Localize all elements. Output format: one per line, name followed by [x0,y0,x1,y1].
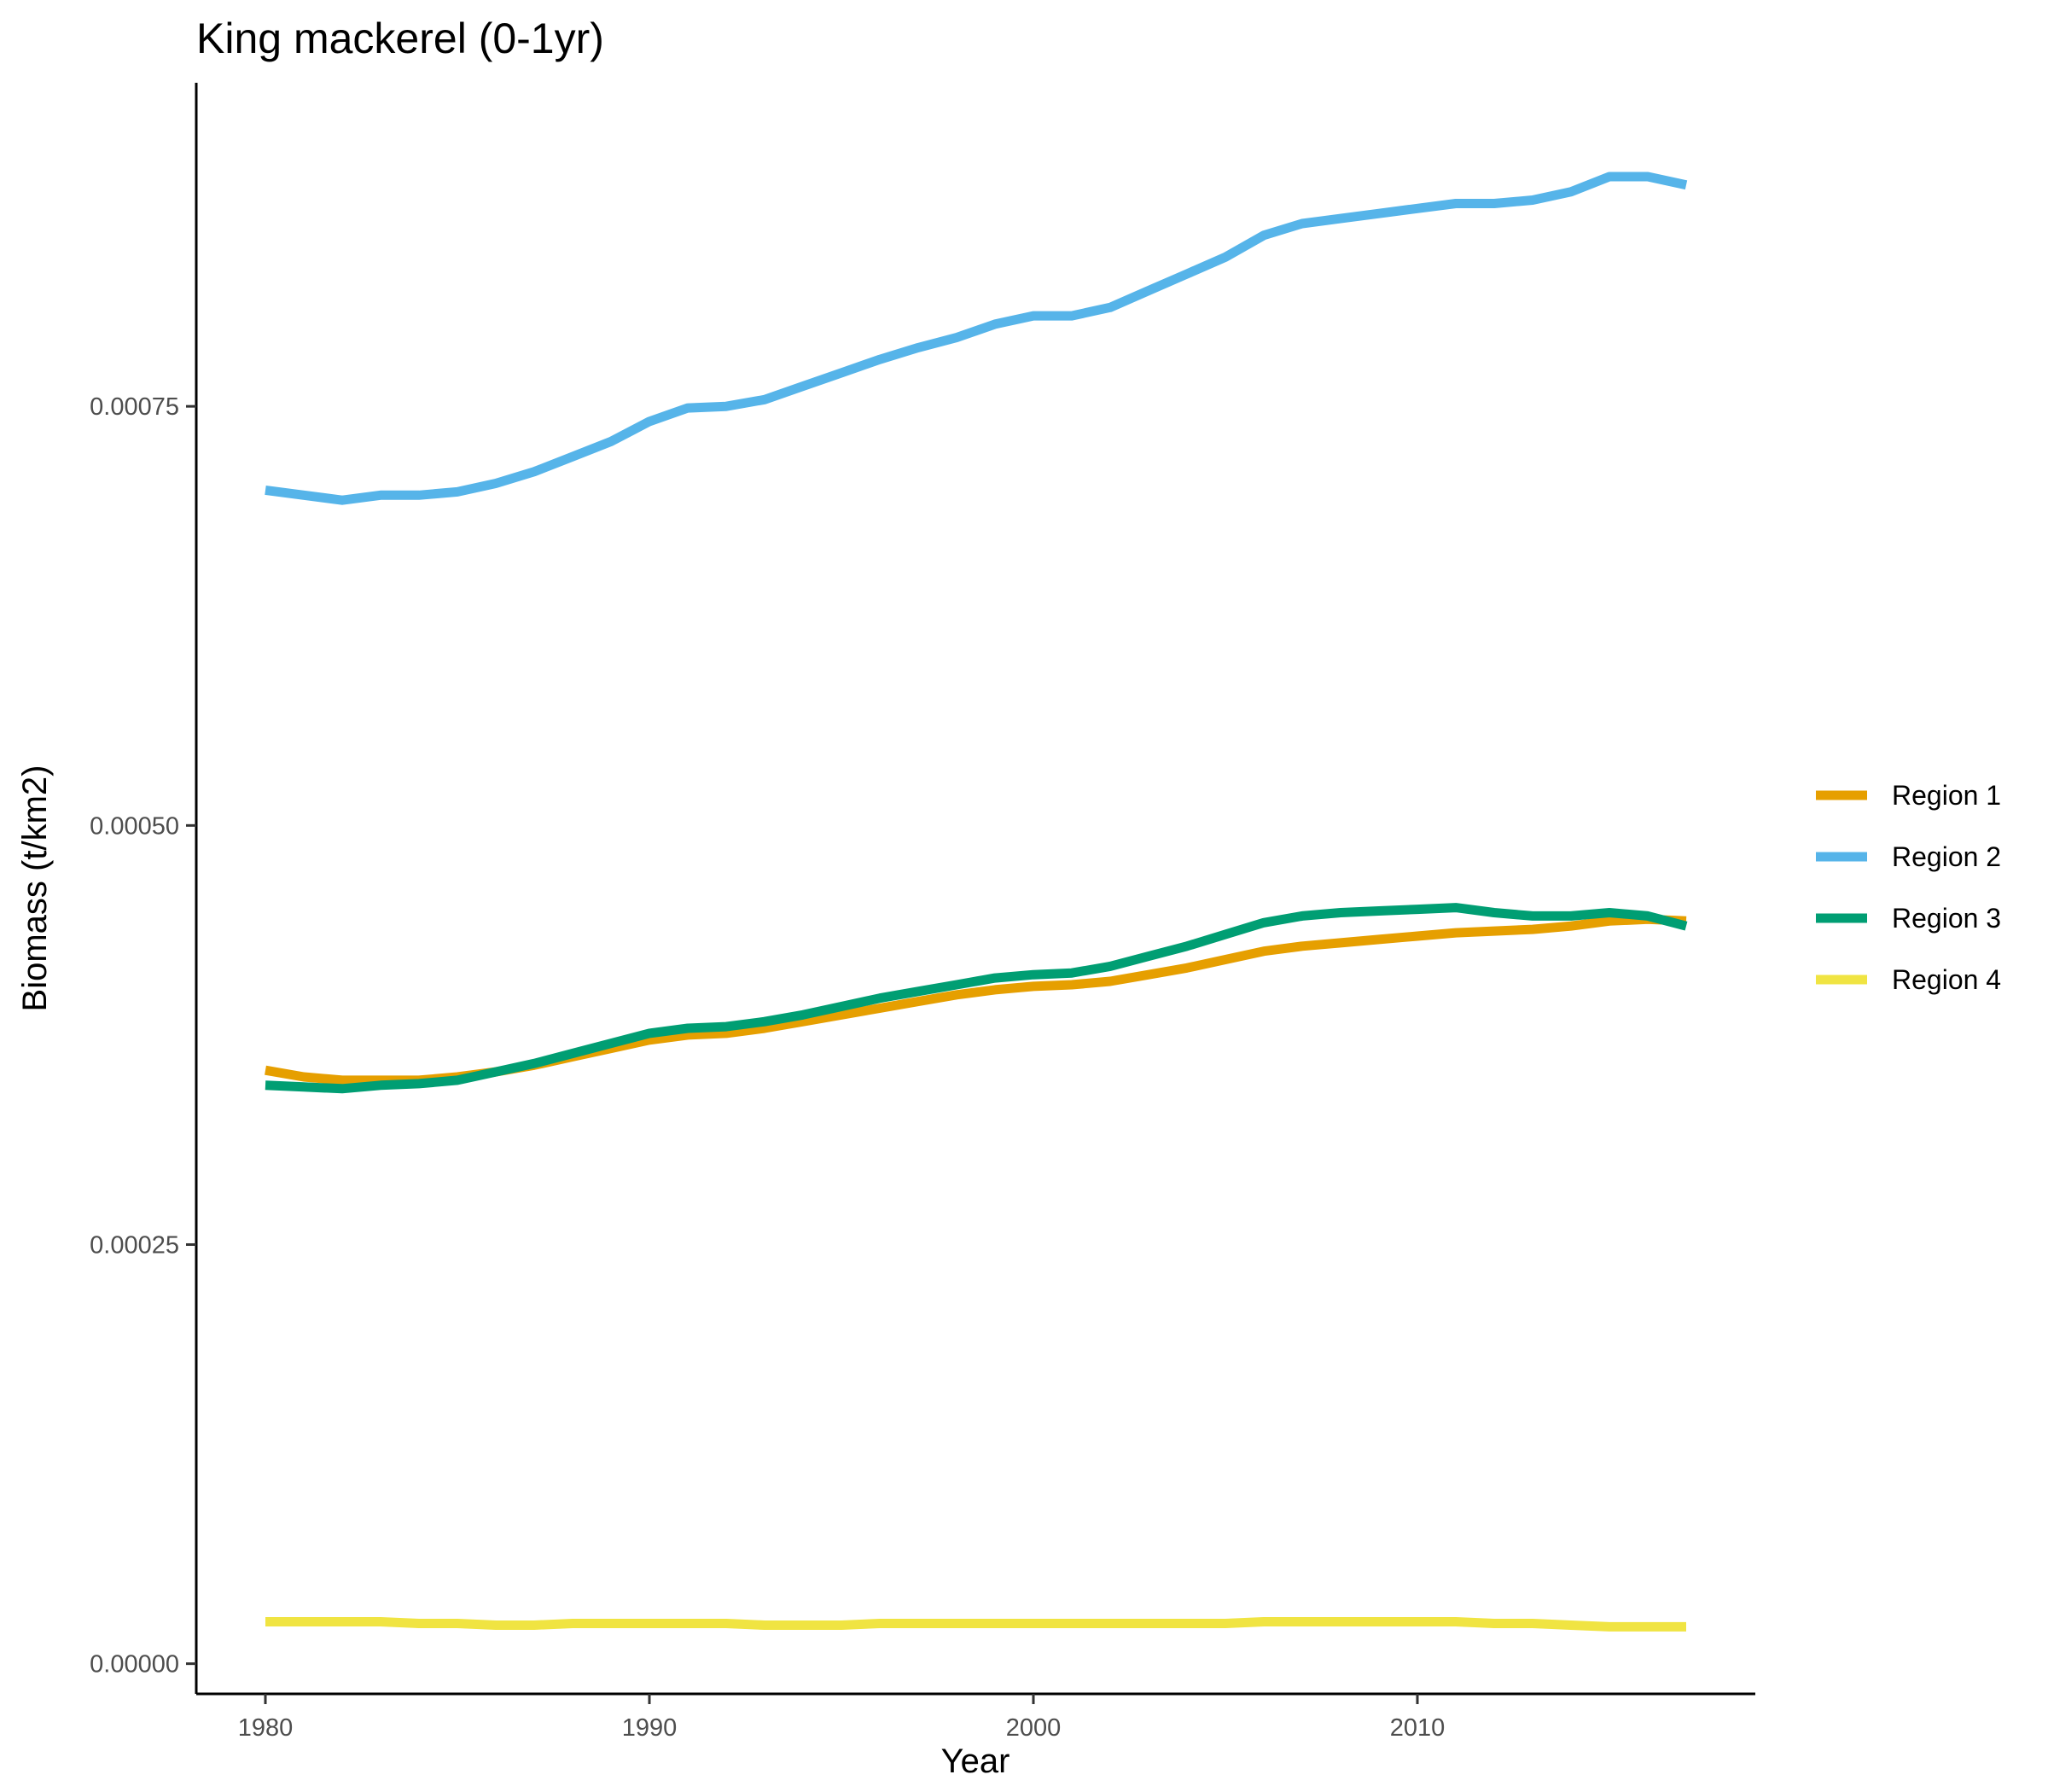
legend-label-region-1: Region 1 [1892,780,2001,811]
x-tick-label: 1980 [238,1714,294,1742]
series-line-region-1 [265,914,1687,1085]
y-axis-ticks: 0.00000 0.00025 0.00050 0.00075 [90,393,196,1679]
y-tick-label: 0.00050 [90,812,179,840]
x-tick-label: 2000 [1006,1714,1062,1742]
legend-label-region-2: Region 2 [1892,841,2001,872]
x-tick-label: 1990 [622,1714,678,1742]
y-tick-label: 0.00000 [90,1651,179,1679]
y-axis-title: Biomass (t/km2) [16,765,54,1012]
y-tick-label: 0.00025 [90,1231,179,1259]
legend: Region 1 Region 2 Region 3 Region 4 [1816,780,2001,995]
x-axis-ticks: 1980 1990 2000 2010 [238,1694,1446,1742]
series-line-region-3 [265,903,1688,1094]
legend-label-region-4: Region 4 [1892,964,2001,995]
plot-area [265,172,1688,1632]
series-line-region-4 [265,1617,1686,1632]
chart-title: King mackerel (0-1yr) [196,15,604,62]
x-tick-label: 2010 [1390,1714,1446,1742]
x-axis-title: Year [941,1743,1010,1780]
y-tick-label: 0.00075 [90,393,179,421]
series-line-region-2 [265,172,1688,505]
legend-label-region-3: Region 3 [1892,903,2001,934]
